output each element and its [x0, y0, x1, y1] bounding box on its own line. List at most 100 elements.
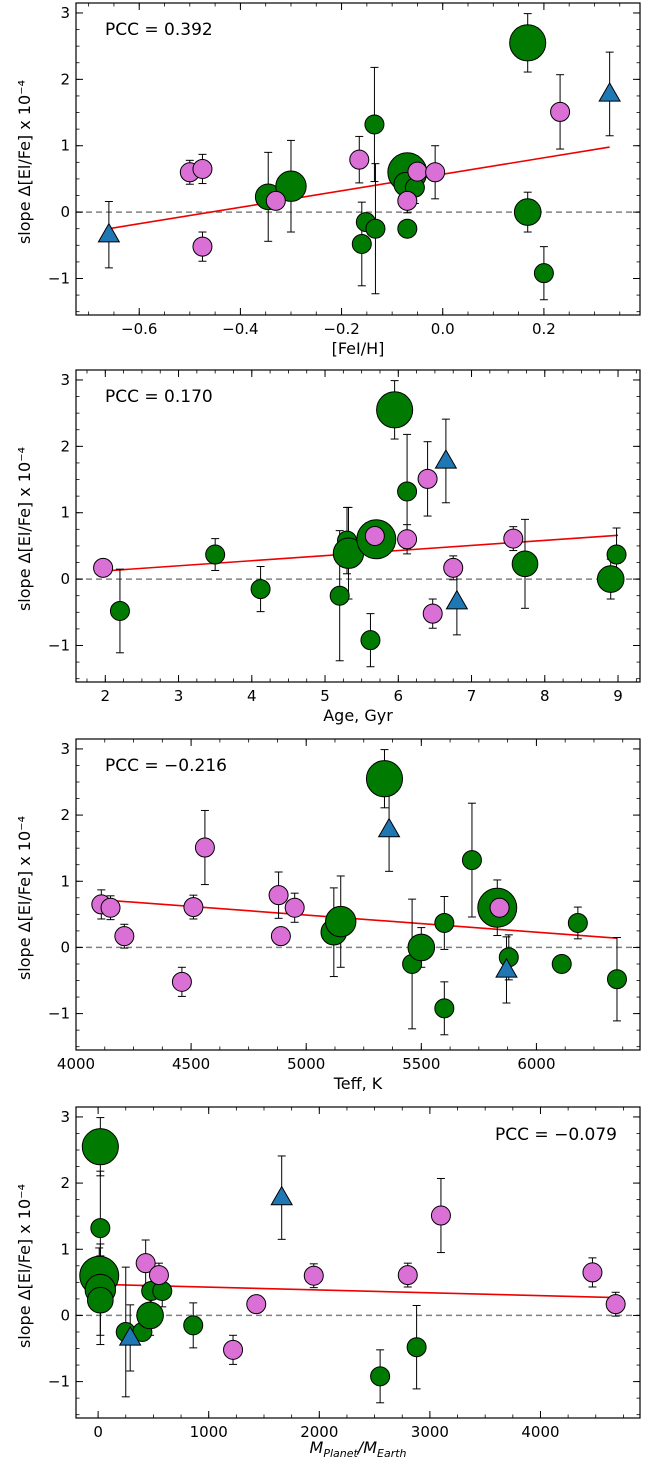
xtick-label-age-2: 3: [174, 687, 184, 705]
data-point-violet: [422, 603, 443, 624]
data-point-green: [205, 544, 226, 565]
ytick-label-teff-4: 2: [60, 806, 70, 824]
axes-frame: [75, 369, 641, 683]
xtick-label-planet-mass-1: 0: [93, 1423, 103, 1441]
pcc-label-age: PCC = 0.170: [105, 387, 213, 407]
ytick-label-age-4: 2: [60, 437, 70, 455]
pcc-label-feh: PCC = 0.392: [105, 20, 213, 40]
data-point-green: [275, 170, 307, 202]
data-point-violet: [443, 557, 464, 578]
xtick-label-age-7: 8: [540, 687, 550, 705]
data-point-green: [406, 1337, 427, 1358]
data-point-green: [250, 579, 271, 600]
pcc-label-planet-mass: PCC = −0.079: [495, 1125, 617, 1145]
ytick-label-teff-5: 3: [60, 740, 70, 758]
fit-line: [98, 1283, 616, 1299]
data-point-violet: [183, 897, 204, 918]
data-point-green: [90, 1218, 111, 1239]
data-point-green: [87, 1286, 114, 1314]
panel-teff: PCC = −0.216 Teff, K slope Δ[El/Fe] x 10…: [15, 738, 641, 1093]
data-point-green: [397, 481, 418, 502]
data-point-violet: [194, 837, 215, 858]
data-point-green: [329, 585, 350, 606]
data-point-violet: [265, 190, 286, 211]
data-point-green: [511, 550, 539, 578]
fit-line: [101, 898, 618, 939]
axes-frame: [75, 738, 641, 1051]
data-point-triangle: [598, 81, 621, 102]
xtick-label-age-6: 7: [467, 687, 477, 705]
ylabel-feh: slope Δ[El/Fe] x 10⁻⁴: [15, 80, 34, 244]
data-point-triangle: [434, 448, 458, 469]
data-point-triangle: [270, 1185, 294, 1206]
data-point-violet: [268, 885, 289, 906]
data-point-green: [136, 1301, 164, 1330]
data-point-violet: [489, 897, 510, 918]
data-point-green: [376, 391, 414, 429]
fit-line: [108, 146, 610, 230]
ytick-label-planet-mass-2: 0: [60, 1306, 70, 1324]
data-point-violet: [192, 236, 213, 257]
xtick-label-age-5: 6: [394, 687, 404, 705]
data-point-violet: [582, 1262, 603, 1283]
data-point-green: [81, 1128, 119, 1166]
data-point-violet: [192, 158, 213, 179]
xtick-label-age-1: 2: [101, 687, 111, 705]
data-point-violet: [417, 468, 438, 489]
ytick-label-age-5: 3: [60, 371, 70, 389]
ylabel-age: slope Δ[El/Fe] x 10⁻⁴: [15, 447, 34, 611]
xtick-label-feh-3: −0.2: [323, 320, 359, 338]
ytick-label-age-1: −1: [48, 636, 70, 654]
data-point-green: [351, 233, 372, 254]
xtick-label-planet-mass-4: 3000: [411, 1423, 449, 1441]
data-point-green: [606, 969, 627, 990]
xtick-label-feh-2: −0.4: [222, 320, 258, 338]
xtick-label-planet-mass-5: 4000: [521, 1423, 559, 1441]
data-point-violet: [397, 190, 418, 211]
data-point-green: [509, 24, 547, 62]
data-point-violet: [114, 926, 135, 947]
data-point-violet: [270, 926, 291, 947]
data-point-violet: [303, 1265, 324, 1286]
data-point-violet: [425, 162, 446, 183]
data-point-green: [325, 905, 357, 938]
data-point-green: [407, 933, 436, 962]
ytick-label-teff-2: 0: [60, 938, 70, 956]
ytick-label-planet-mass-4: 2: [60, 1174, 70, 1192]
xtick-label-teff-2: 4500: [172, 1055, 210, 1073]
ylabel-planet-mass: slope Δ[El/Fe] x 10⁻⁴: [15, 1184, 34, 1348]
data-point-violet: [223, 1339, 244, 1360]
data-point-green: [606, 544, 627, 565]
data-point-violet: [550, 101, 571, 122]
panel-age: PCC = 0.170 Age, Gyr slope Δ[El/Fe] x 10…: [15, 369, 641, 725]
data-point-green: [567, 912, 588, 933]
ytick-label-age-2: 0: [60, 570, 70, 588]
xtick-label-teff-1: 4000: [57, 1055, 95, 1073]
data-point-violet: [171, 971, 192, 992]
ytick-label-planet-mass-3: 1: [60, 1240, 70, 1258]
ytick-label-feh-1: −1: [48, 269, 70, 287]
xlabel-age: Age, Gyr: [323, 706, 393, 725]
data-point-violet: [349, 149, 370, 170]
xtick-label-feh-5: 0.2: [532, 320, 556, 338]
data-point-violet: [246, 1294, 267, 1315]
data-point-green: [109, 600, 130, 621]
data-point-green: [513, 198, 542, 226]
data-point-violet: [605, 1294, 626, 1315]
data-point-violet: [100, 897, 121, 918]
data-point-green: [370, 1366, 391, 1387]
data-point-violet: [407, 161, 428, 182]
xlabel-teff: Teff, K: [333, 1074, 383, 1093]
data-point-violet: [430, 1205, 451, 1226]
data-point-green: [365, 218, 386, 239]
xlabel-planet-mass-separator: /M: [356, 1438, 377, 1457]
ytick-label-age-3: 1: [60, 504, 70, 522]
data-point-green: [434, 998, 455, 1019]
xtick-label-age-8: 9: [613, 687, 623, 705]
ytick-label-feh-3: 1: [60, 137, 70, 155]
data-point-violet: [503, 528, 524, 549]
panel-feh: PCC = 0.392 [FeI/H] slope Δ[El/Fe] x 10⁻…: [15, 2, 641, 358]
xtick-label-feh-1: −0.6: [121, 320, 157, 338]
axes-frame: [75, 1106, 641, 1419]
data-point-triangle: [495, 957, 518, 978]
